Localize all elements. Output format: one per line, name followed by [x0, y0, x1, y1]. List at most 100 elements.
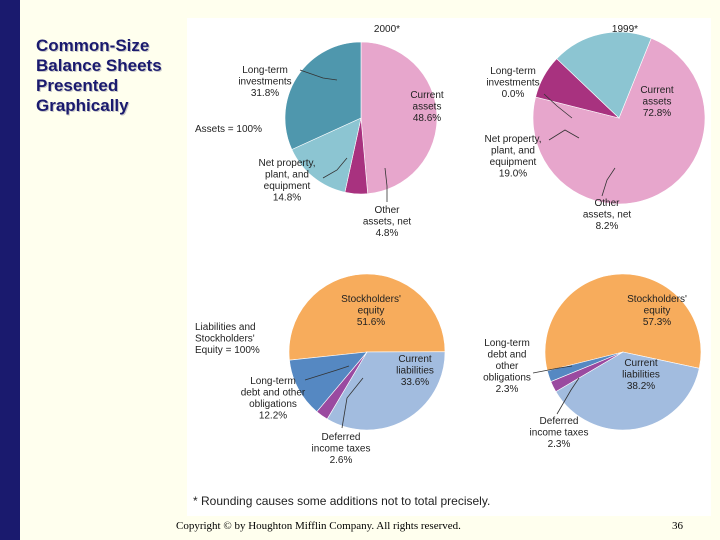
label-net-property-2000-line: 14.8% — [273, 193, 301, 204]
label-current-liabilities-2000-line: liabilities — [396, 366, 434, 377]
label-deferred-taxes-1999: Deferred income taxes 2.3% — [530, 416, 589, 450]
label-current-assets-2000: Current assets 48.6% — [410, 90, 444, 124]
pie-charts-svg: 2000*Current assets 48.6%Long-term investme… — [195, 24, 706, 466]
center-label-liabilities-equity-line: Liabilities and — [195, 322, 256, 333]
label-long-term-investments-2000-line: Long-term — [242, 65, 288, 76]
center-label-liabilities-equity: Liabilities and Stockholders' Equity = 100… — [195, 322, 260, 356]
label-long-term-debt-2000-line: Long-term — [250, 376, 296, 387]
center-label-assets: Assets = 100% — [195, 124, 262, 135]
label-stockholders-equity-1999-line: 57.3% — [643, 317, 671, 328]
pie-title-1999: 1999* — [612, 24, 638, 35]
label-other-assets-2000-line: assets, net — [363, 217, 412, 228]
pie-slice-stockholders-equity — [288, 273, 446, 361]
label-long-term-debt-1999-line: obligations — [483, 373, 531, 384]
title-line: Graphically — [36, 96, 129, 115]
label-other-assets-2000-line: 4.8% — [376, 228, 399, 239]
label-other-assets-1999-line: Other — [594, 198, 620, 209]
label-long-term-investments-1999-line: Long-term — [490, 66, 536, 77]
label-net-property-1999-line: plant, and — [491, 146, 535, 157]
label-current-liabilities-1999-line: Current — [624, 358, 658, 369]
leader-net-property-1999 — [548, 129, 580, 141]
label-current-liabilities-2000-line: 33.6% — [401, 377, 429, 388]
pie-slice-net-property — [556, 31, 652, 119]
label-net-property-2000-line: plant, and — [265, 170, 309, 181]
label-stockholders-equity-1999: Stockholders' equity 57.3% — [627, 294, 687, 328]
label-long-term-debt-1999-line: Long-term — [484, 338, 530, 349]
label-current-liabilities-1999: Current liabilities 38.2% — [622, 358, 660, 392]
label-long-term-investments-1999-line: investments — [486, 78, 539, 89]
leader-long-term-investments-1999 — [543, 93, 573, 119]
label-stockholders-equity-1999-line: Stockholders' — [627, 294, 687, 305]
pie-slice-stockholders-equity — [544, 273, 702, 372]
label-long-term-debt-2000-line: debt and other — [241, 388, 306, 399]
label-current-liabilities-1999-line: liabilities — [622, 370, 660, 381]
center-label-liabilities-equity-line: Equity = 100% — [195, 345, 260, 356]
center-label-liabilities-equity-line: Stockholders' — [195, 334, 255, 345]
rounding-footnote: * Rounding causes some additions not to … — [193, 494, 491, 508]
label-current-assets-2000-line: Current — [410, 90, 444, 101]
label-deferred-taxes-2000-line: 2.6% — [330, 455, 353, 466]
label-stockholders-equity-2000-line: equity — [358, 306, 385, 317]
pie-slice-current-assets — [360, 41, 438, 195]
leader-deferred-taxes-2000 — [341, 377, 364, 429]
label-net-property-2000-line: equipment — [264, 181, 311, 192]
label-long-term-debt-1999-line: debt and — [488, 350, 527, 361]
label-current-assets-1999: Current assets 72.8% — [640, 85, 674, 119]
label-long-term-investments-2000: Long-term investments 31.8% — [238, 65, 291, 99]
label-current-assets-1999-line: 72.8% — [643, 108, 671, 119]
label-long-term-debt-2000: Long-term debt and other obligations 12.2% — [241, 376, 306, 422]
label-stockholders-equity-2000-line: Stockholders' — [341, 294, 401, 305]
label-deferred-taxes-2000: Deferred income taxes 2.6% — [312, 432, 371, 466]
copyright-notice: Copyright © by Houghton Mifflin Company.… — [176, 520, 461, 532]
label-long-term-debt-2000-line: obligations — [249, 399, 297, 410]
label-deferred-taxes-1999-line: income taxes — [530, 428, 589, 439]
label-long-term-investments-2000-line: investments — [238, 77, 291, 88]
label-stockholders-equity-1999-line: equity — [644, 306, 671, 317]
label-other-assets-1999-line: 8.2% — [596, 221, 619, 232]
title-line: Presented — [36, 76, 119, 95]
label-long-term-debt-1999-line: other — [496, 361, 519, 372]
leader-other-assets-1999 — [601, 167, 616, 197]
pie-slice-current-liabilities — [555, 351, 700, 431]
label-current-liabilities-2000-line: Current — [398, 354, 432, 365]
pie-slice-long-term-debt — [289, 351, 368, 413]
label-deferred-taxes-1999-line: 2.3% — [548, 439, 571, 450]
pie-slice-current-liabilities — [326, 351, 446, 431]
pie-chart-figure: 2000* Current assets 48.6% Long-term investme… — [187, 18, 711, 516]
label-net-property-1999-line: Net property, — [484, 134, 541, 145]
label-deferred-taxes-2000-line: income taxes — [312, 444, 371, 455]
pie-slice-long-term-debt — [546, 351, 624, 382]
label-long-term-investments-1999: Long-term investments 0.0% — [486, 66, 539, 100]
page-number: 36 — [672, 520, 683, 532]
leader-other-assets-2000 — [384, 167, 388, 202]
label-net-property-2000: Net property, plant, and equipment 14.8% — [258, 158, 315, 204]
label-current-assets-2000-line: 48.6% — [413, 113, 441, 124]
label-other-assets-2000: Other assets, net 4.8% — [363, 205, 412, 239]
label-net-property-2000-line: Net property, — [258, 158, 315, 169]
label-other-assets-1999-line: assets, net — [583, 210, 632, 221]
label-other-assets-1999: Other assets, net 8.2% — [583, 198, 632, 232]
label-other-assets-2000-line: Other — [374, 205, 400, 216]
slide-sidebar-bar — [0, 0, 20, 540]
label-stockholders-equity-2000: Stockholders' equity 51.6% — [341, 294, 401, 328]
slide-title: Common-Size Balance Sheets Presented Gra… — [36, 36, 196, 116]
pie-title-2000: 2000* — [374, 24, 400, 35]
label-current-liabilities-1999-line: 38.2% — [627, 381, 655, 392]
pie-slice-current-assets — [532, 37, 706, 205]
label-long-term-debt-1999-line: 2.3% — [496, 384, 519, 395]
title-line: Balance Sheets — [36, 56, 162, 75]
label-net-property-1999-line: equipment — [490, 157, 537, 168]
label-current-assets-2000-line: assets — [413, 102, 442, 113]
label-current-liabilities-2000: Current liabilities 33.6% — [396, 354, 434, 388]
leader-long-term-investments-2000 — [299, 69, 338, 81]
label-current-assets-1999-line: Current — [640, 85, 674, 96]
leader-net-property-2000 — [322, 157, 348, 179]
label-deferred-taxes-1999-line: Deferred — [540, 416, 579, 427]
label-current-assets-1999-line: assets — [643, 97, 672, 108]
leader-long-term-debt-2000 — [304, 365, 350, 381]
label-long-term-investments-1999-line: 0.0% — [502, 89, 525, 100]
pie-slice-net-property — [291, 117, 362, 193]
label-long-term-debt-2000-line: 12.2% — [259, 411, 287, 422]
label-deferred-taxes-2000-line: Deferred — [322, 432, 361, 443]
label-long-term-debt-1999: Long-term debt and other obligations 2.3% — [483, 338, 531, 395]
